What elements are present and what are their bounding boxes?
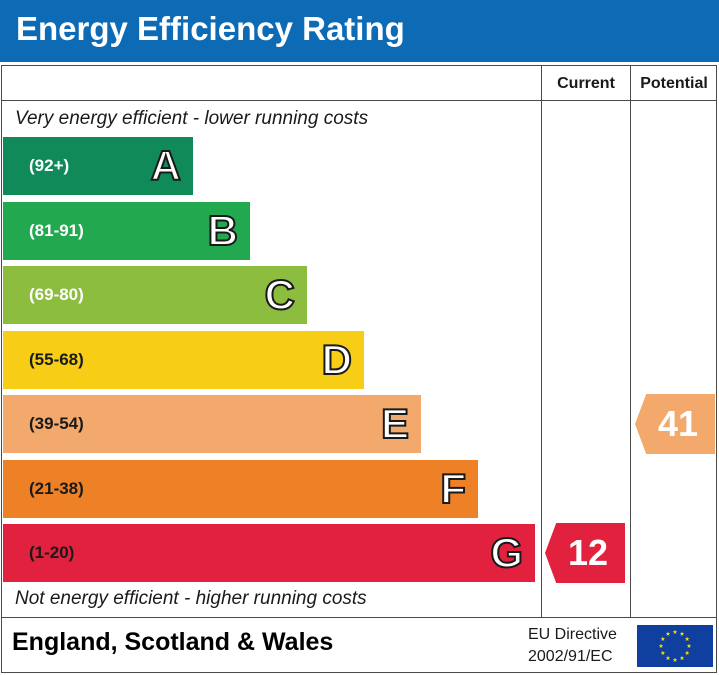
directive-number: 2002/91/EC: [528, 648, 613, 665]
eu-star-icon: [665, 631, 671, 636]
footer-divider: [1, 617, 717, 618]
band-range-label: (55-68): [29, 349, 84, 369]
band-bar-g: (1-20) G: [3, 524, 535, 582]
current-column-header: Current: [557, 75, 615, 92]
bottom-caption: Not energy efficient - higher running co…: [15, 588, 367, 609]
band-letter-label: D: [321, 335, 353, 384]
band-letter-label: C: [264, 270, 296, 319]
band-range-label: (81-91): [29, 220, 84, 240]
potential-rating-arrow: 41: [635, 394, 715, 454]
band-letter-label: A: [150, 141, 182, 190]
directive-label: EU Directive: [528, 626, 617, 643]
band-range-label: (92+): [29, 156, 70, 175]
current-column-divider: [541, 65, 542, 618]
top-caption: Very energy efficient - lower running co…: [15, 108, 369, 129]
current-rating-arrow: 12: [545, 523, 625, 583]
eu-star-icon: [679, 655, 685, 661]
eu-star-icon: [686, 643, 692, 648]
eu-star-icon: [684, 636, 690, 641]
eu-star-icon: [660, 636, 666, 641]
band-letter-label: G: [489, 528, 524, 577]
eu-star-icon: [684, 650, 690, 655]
band-bar-c: (69-80) C: [3, 266, 307, 324]
potential-column-divider: [630, 65, 631, 618]
band-letter-label: F: [439, 464, 467, 513]
band-letter-label: B: [207, 206, 239, 255]
band-range-label: (21-38): [29, 478, 84, 498]
rating-table-frame: [1, 65, 717, 673]
region-label: England, Scotland & Wales: [12, 628, 334, 656]
current-rating-value: 12: [567, 532, 609, 573]
band-bar-d: (55-68) D: [3, 330, 364, 389]
eu-star-icon: [679, 631, 685, 636]
header-row-divider: [1, 100, 717, 101]
band-range-label: (39-54): [29, 414, 84, 433]
eu-star-icon: [658, 643, 664, 648]
band-bar-a: (92+) A: [3, 137, 193, 195]
eu-flag-icon: [637, 625, 713, 667]
potential-rating-value: 41: [657, 403, 699, 444]
band-bar-f: (21-38) F: [3, 459, 478, 518]
band-bar-e: (39-54) E: [3, 395, 421, 453]
eu-stars-icon: [658, 629, 692, 662]
band-range-label: (69-80): [29, 285, 84, 304]
potential-column-header: Potential: [640, 75, 708, 92]
title-banner: Energy Efficiency Rating: [0, 0, 719, 62]
eu-star-icon: [660, 650, 666, 655]
eu-star-icon: [672, 629, 678, 634]
band-bar-b: (81-91) B: [3, 201, 250, 260]
band-range-label: (1-20): [29, 543, 75, 562]
eu-star-icon: [672, 657, 678, 662]
page-title: Energy Efficiency Rating: [16, 10, 405, 47]
eu-star-icon: [665, 655, 671, 661]
band-letter-label: E: [380, 399, 410, 448]
